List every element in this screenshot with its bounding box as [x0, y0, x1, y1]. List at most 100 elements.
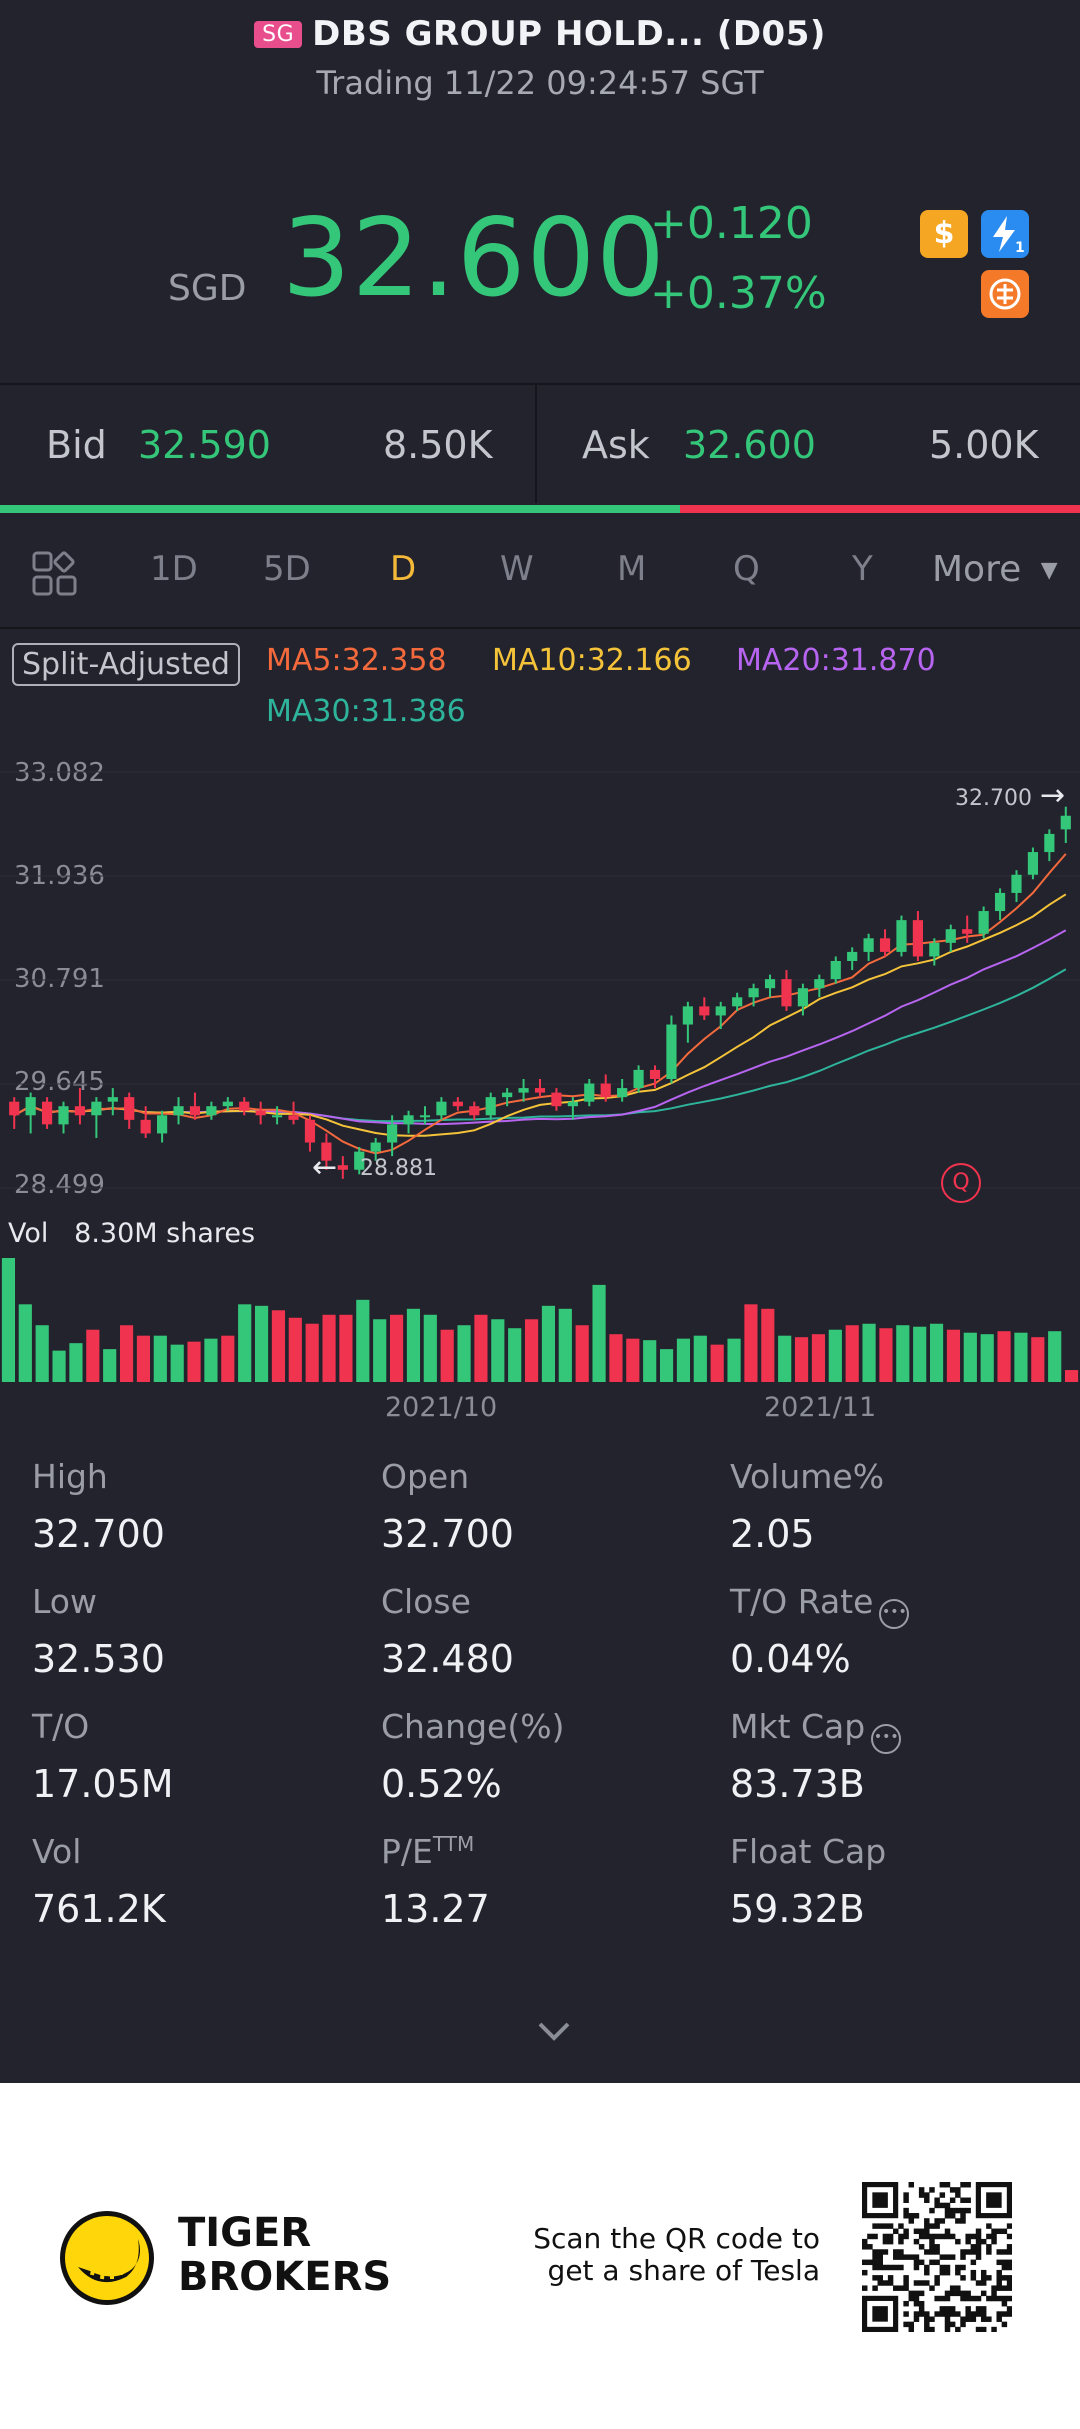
qr-module [991, 2285, 997, 2291]
margin-icon[interactable] [981, 270, 1029, 318]
qr-module [975, 2306, 982, 2312]
volume-bar [659, 1349, 674, 1382]
expand-chevron-icon[interactable] [532, 2016, 576, 2050]
qr-module [955, 2264, 961, 2271]
qr-module [975, 2254, 982, 2260]
candle-body [189, 1106, 201, 1116]
tab-5d[interactable]: 5D [263, 549, 311, 589]
candle-body [748, 988, 759, 998]
qr-module [924, 2321, 930, 2328]
tab-d[interactable]: D [390, 549, 417, 589]
volume-bar [423, 1314, 437, 1382]
qr-finder [872, 2192, 888, 2208]
tab-m[interactable]: M [617, 549, 647, 589]
candle-body [847, 951, 858, 961]
qr-module [1006, 2285, 1012, 2291]
qr-code[interactable] [862, 2182, 1012, 2332]
qr-module [908, 2290, 915, 2297]
qr-module [965, 2197, 971, 2203]
qr-module [887, 2275, 894, 2281]
qr-module [986, 2244, 992, 2250]
volume-bar [187, 1341, 201, 1382]
tab-w[interactable]: W [500, 549, 534, 589]
candle-body [173, 1106, 184, 1116]
qr-module [862, 2259, 868, 2266]
qr-module [939, 2233, 946, 2240]
lightning-icon[interactable]: 1 [981, 210, 1029, 258]
promo-line1: Scan the QR code to [533, 2222, 820, 2255]
candle-body [584, 1083, 595, 1102]
qr-module [882, 2238, 889, 2245]
qr-module [913, 2254, 920, 2260]
stat-value-to-rate: 0.04% [730, 1637, 851, 1681]
tab-more[interactable]: More ▼ [932, 549, 1058, 590]
split-adjusted-toggle[interactable]: Split-Adjusted [12, 643, 240, 686]
qr-module [913, 2295, 920, 2302]
qr-module [986, 2249, 992, 2255]
brand-line1: TIGER [178, 2210, 312, 2256]
qr-module [980, 2269, 987, 2276]
qr-module [944, 2228, 951, 2235]
volume-bar [997, 1331, 1011, 1382]
volume-bar [491, 1319, 505, 1382]
quote-header: SG DBS GROUP HOLD... (D05) Trading 11/22 … [0, 0, 1080, 385]
qr-module [918, 2300, 925, 2307]
qr-module [986, 2233, 992, 2240]
dollar-icon[interactable]: $ [920, 210, 968, 258]
volume-chart[interactable] [0, 1258, 1080, 1384]
stat-value-volume-pct: 2.05 [730, 1512, 815, 1556]
qr-module [949, 2233, 956, 2240]
qr-module [965, 2249, 971, 2255]
bid-ask-bar: Bid 32.590 8.50K Ask 32.600 5.00K [0, 385, 1080, 505]
volume-bar [457, 1325, 471, 1382]
stat-value-high: 32.700 [32, 1512, 165, 1556]
candlestick-chart[interactable] [0, 760, 1080, 1200]
volume-bar [761, 1308, 775, 1382]
volume-bar [440, 1329, 454, 1382]
stock-title[interactable]: SG DBS GROUP HOLD... (D05) [0, 14, 1080, 54]
promo-text: Scan the QR code to get a share of Tesla [500, 2223, 820, 2287]
qr-module [955, 2218, 961, 2224]
qr-module [939, 2264, 946, 2271]
qr-module [996, 2259, 1002, 2266]
qr-module [924, 2249, 930, 2255]
qr-module [929, 2238, 935, 2245]
volume-bar [288, 1317, 302, 1382]
candle-body [469, 1106, 480, 1116]
q-badge[interactable]: Q [941, 1163, 981, 1203]
qr-module [996, 2249, 1002, 2255]
volume-bar [86, 1329, 100, 1382]
volume-bar [693, 1335, 707, 1382]
qr-module [939, 2254, 946, 2260]
candle-body [156, 1115, 168, 1134]
y-tick-label: 29.645 [14, 1067, 105, 1097]
pe-superscript: TTM [432, 1832, 475, 1856]
volume-bar [356, 1299, 370, 1382]
volume-bar [373, 1319, 387, 1382]
tab-q[interactable]: Q [733, 549, 760, 589]
promo-line2: get a share of Tesla [547, 2254, 820, 2287]
currency-label: SGD [168, 268, 247, 309]
qr-module [965, 2311, 971, 2317]
chart-layout-icon[interactable] [32, 551, 78, 601]
candle-body [255, 1110, 266, 1116]
candle-body [715, 1006, 726, 1016]
tab-1d[interactable]: 1D [150, 549, 198, 589]
y-tick-label: 28.499 [14, 1170, 105, 1200]
stat-label-volume-pct: Volume% [730, 1457, 885, 1496]
qr-module [903, 2228, 909, 2235]
tab-y[interactable]: Y [852, 549, 873, 589]
qr-module [913, 2213, 920, 2219]
qr-module [980, 2275, 987, 2281]
qr-module [960, 2275, 966, 2281]
qr-module [955, 2187, 961, 2193]
more-info-icon[interactable]: ••• [871, 1724, 902, 1754]
qr-module [929, 2187, 935, 2193]
ma20-label: MA20:31.870 [736, 643, 936, 678]
share-footer: TIGER BROKERS Scan the QR code to get a … [0, 2083, 1080, 2429]
qr-module [1006, 2244, 1012, 2250]
stat-label-high: High [32, 1457, 108, 1496]
more-info-icon[interactable]: ••• [879, 1599, 910, 1629]
candle-body [978, 911, 989, 934]
qr-module [918, 2187, 925, 2193]
